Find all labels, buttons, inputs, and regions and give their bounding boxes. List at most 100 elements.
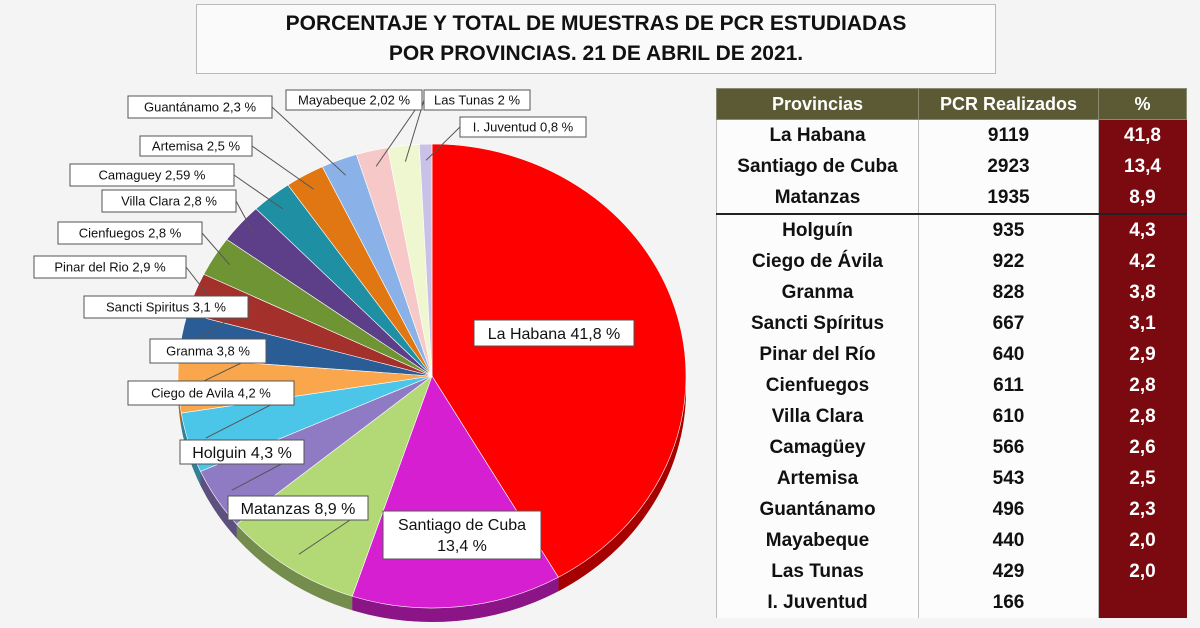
pie-slice-side xyxy=(558,376,686,592)
slice-label-text: Matanzas 8,9 % xyxy=(241,501,356,518)
cell-pcr: 1935 xyxy=(918,182,1099,214)
slice-label-text: Artemisa 2,5 % xyxy=(152,139,241,154)
cell-pcr: 9119 xyxy=(918,119,1099,151)
slice-label: Holguin 4,3 % xyxy=(179,439,305,465)
pie-chart: La Habana 41,8 % Santiago de Cuba 13,4 % Ma… xyxy=(33,89,687,622)
cell-provincia: Granma xyxy=(716,277,919,308)
slice-label-text: Las Tunas 2 % xyxy=(434,93,520,108)
cell-pcr: 543 xyxy=(918,463,1099,494)
slice-label-box xyxy=(33,255,187,279)
label-leader-line xyxy=(185,266,212,300)
cell-percent: 3,1 xyxy=(1098,308,1187,339)
slice-label-box xyxy=(459,116,587,138)
slice-label-text: Ciego de Avila 4,2 % xyxy=(151,386,271,401)
cell-pcr: 611 xyxy=(918,370,1099,401)
header-pcr-realizados: PCR Realizados xyxy=(918,88,1099,120)
slice-label-box xyxy=(69,163,235,187)
cell-provincia: Holguín xyxy=(716,213,919,246)
slice-label-box xyxy=(139,135,253,157)
slice-label-box xyxy=(285,89,423,111)
slice-label-box xyxy=(83,295,249,319)
table-row: Pinar del Río 640 2,9 xyxy=(716,339,1187,370)
table-header-row: Provincias PCR Realizados % xyxy=(716,88,1187,120)
cell-pcr: 566 xyxy=(918,432,1099,463)
table-row: Cienfuegos 611 2,8 xyxy=(716,370,1187,401)
table-row: Santiago de Cuba 2923 13,4 xyxy=(716,151,1187,182)
slice-label: Ciego de Avila 4,2 % xyxy=(127,380,295,406)
label-leader-line xyxy=(251,145,314,190)
pie-slice xyxy=(431,143,687,578)
cell-percent: 2,3 xyxy=(1098,494,1187,525)
cell-percent: 2,0 xyxy=(1098,525,1187,556)
cell-provincia: Camagüey xyxy=(716,432,919,463)
pcr-table: Provincias PCR Realizados % La Habana 911… xyxy=(716,88,1187,618)
slice-label: Sancti Spiritus 3,1 % xyxy=(83,295,249,319)
slice-label: La Habana 41,8 % xyxy=(473,319,635,347)
slice-label-box xyxy=(382,510,542,560)
cell-pcr: 640 xyxy=(918,339,1099,370)
pie-slice-side xyxy=(352,577,559,622)
table-row: Ciego de Ávila 922 4,2 xyxy=(716,246,1187,277)
cell-provincia: Ciego de Ávila xyxy=(716,246,919,277)
cell-percent: 2,6 xyxy=(1098,432,1187,463)
table-row: Artemisa 543 2,5 xyxy=(716,463,1187,494)
cell-percent: 2,9 xyxy=(1098,339,1187,370)
cell-pcr: 429 xyxy=(918,556,1099,587)
chart-title-box: PORCENTAJE Y TOTAL DE MUESTRAS DE PCR ES… xyxy=(196,4,996,74)
cell-percent: 3,8 xyxy=(1098,277,1187,308)
cell-pcr: 440 xyxy=(918,525,1099,556)
pie-slice-side xyxy=(178,376,182,428)
cell-percent: 4,2 xyxy=(1098,246,1187,277)
slice-label-box xyxy=(127,95,273,119)
cell-pcr: 2923 xyxy=(918,151,1099,182)
table-row: I. Juventud 166 xyxy=(716,587,1187,618)
cell-pcr: 828 xyxy=(918,277,1099,308)
cell-provincia: Matanzas xyxy=(716,182,919,214)
slice-label: Mayabeque 2,02 % xyxy=(285,89,423,111)
cell-provincia: Guantánamo xyxy=(716,494,919,525)
cell-percent: 2,8 xyxy=(1098,401,1187,432)
slice-label-text: Holguin 4,3 % xyxy=(192,445,292,462)
table-row: Las Tunas 429 2,0 xyxy=(716,556,1187,587)
chart-title-line-2: POR PROVINCIAS. 21 DE ABRIL DE 2021. xyxy=(388,42,804,65)
slice-label: Villa Clara 2,8 % xyxy=(101,189,237,213)
slice-label: Artemisa 2,5 % xyxy=(139,135,253,157)
cell-pcr: 667 xyxy=(918,308,1099,339)
table-row: Granma 828 3,8 xyxy=(716,277,1187,308)
label-leader-line xyxy=(233,174,283,210)
slice-label-box xyxy=(179,439,305,465)
pie-slice xyxy=(236,375,433,597)
slice-label-text: Cienfuegos 2,8 % xyxy=(79,226,182,241)
cell-percent: 41,8 xyxy=(1098,119,1187,151)
cell-provincia: Cienfuegos xyxy=(716,370,919,401)
cell-pcr: 922 xyxy=(918,246,1099,277)
cell-percent: 8,9 xyxy=(1098,182,1187,214)
slice-label-text: I. Juventud 0,8 % xyxy=(473,120,574,135)
slice-label-box xyxy=(149,338,267,364)
slice-label: Las Tunas 2 % xyxy=(423,89,531,111)
label-leader-line xyxy=(425,126,461,161)
slice-label: I. Juventud 0,8 % xyxy=(459,116,587,138)
slice-label-text: Villa Clara 2,8 % xyxy=(121,194,217,209)
table-row: La Habana 9119 41,8 xyxy=(716,119,1187,151)
slice-label-text: Santiago de Cuba 13,4 % xyxy=(398,517,526,555)
label-leader-line xyxy=(375,99,423,167)
cell-percent: 13,4 xyxy=(1098,151,1187,182)
cell-provincia: Sancti Spíritus xyxy=(716,308,919,339)
table-row: Guantánamo 496 2,3 xyxy=(716,494,1187,525)
cell-percent: 2,5 xyxy=(1098,463,1187,494)
slice-label-text: Camaguey 2,59 % xyxy=(99,168,206,183)
pie-slice xyxy=(418,143,433,377)
cell-percent: 4,3 xyxy=(1098,213,1187,246)
slice-label: Santiago de Cuba 13,4 % xyxy=(382,510,542,560)
cell-pcr: 496 xyxy=(918,494,1099,525)
table-row: Sancti Spíritus 667 3,1 xyxy=(716,308,1187,339)
slice-label: Pinar del Rio 2,9 % xyxy=(33,255,187,279)
slice-label-text: Mayabeque 2,02 % xyxy=(298,93,410,108)
cell-provincia: Pinar del Río xyxy=(716,339,919,370)
table-row: Holguín 935 4,3 xyxy=(716,213,1187,246)
cell-percent: 2,8 xyxy=(1098,370,1187,401)
label-leader-line xyxy=(201,232,230,266)
label-leader-line xyxy=(271,106,346,176)
slice-label-box xyxy=(423,89,531,111)
